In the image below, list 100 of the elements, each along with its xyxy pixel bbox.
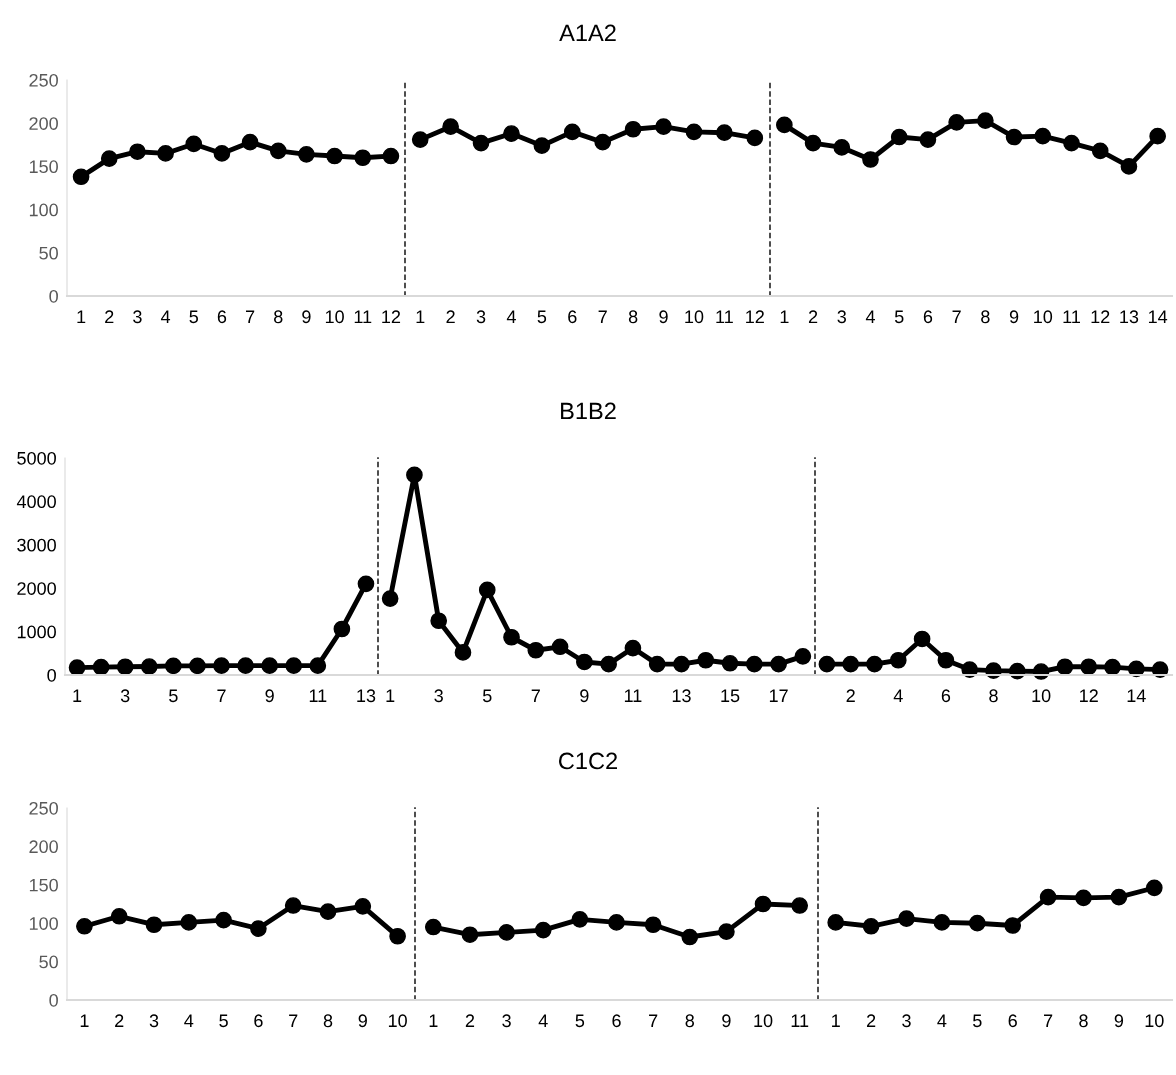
y-tick-label: 4000 bbox=[16, 495, 56, 509]
y-tick-label: 0 bbox=[49, 993, 58, 1007]
x-tick-label: 1 bbox=[80, 1014, 89, 1027]
point bbox=[794, 648, 812, 665]
point bbox=[72, 168, 90, 186]
point bbox=[213, 145, 231, 162]
x-tick-label: 7 bbox=[245, 310, 255, 323]
point bbox=[381, 590, 399, 607]
x-tick-label: 7 bbox=[952, 310, 961, 323]
point bbox=[157, 145, 174, 162]
point bbox=[389, 927, 406, 945]
x-tick-label: 6 bbox=[568, 310, 577, 324]
point bbox=[862, 151, 879, 168]
x-tick-label: 1 bbox=[416, 310, 425, 323]
point bbox=[129, 143, 146, 161]
point bbox=[100, 150, 118, 167]
point bbox=[406, 466, 423, 484]
point bbox=[1034, 127, 1052, 145]
x-tick-label: 1 bbox=[832, 1014, 840, 1027]
point bbox=[919, 131, 937, 148]
x-tick-label: 12 bbox=[382, 310, 401, 323]
x-tick-label: 8 bbox=[1079, 1014, 1088, 1028]
point bbox=[165, 657, 182, 675]
x-tick-label: 3 bbox=[902, 1014, 911, 1028]
y-tick-label: 50 bbox=[39, 246, 58, 260]
point bbox=[145, 916, 163, 934]
x-tick-label: 8 bbox=[989, 689, 998, 703]
x-tick-label: 9 bbox=[265, 689, 274, 703]
point bbox=[284, 897, 302, 914]
x-tick-label: 6 bbox=[1008, 1014, 1017, 1028]
x-tick-label: 2 bbox=[465, 1014, 475, 1027]
x-tick-label: 7 bbox=[289, 1014, 298, 1027]
x-tick-label: 10 bbox=[685, 310, 704, 324]
x-tick-label: 10 bbox=[388, 1014, 407, 1028]
point bbox=[527, 641, 545, 659]
x-tick-label: 9 bbox=[580, 689, 589, 703]
point bbox=[354, 149, 372, 167]
x-tick-label: 3 bbox=[120, 689, 130, 703]
point bbox=[746, 129, 764, 147]
point bbox=[571, 911, 589, 928]
point bbox=[842, 655, 860, 673]
x-tick-label: 7 bbox=[598, 310, 607, 323]
x-tick-label: 7 bbox=[217, 689, 226, 702]
x-tick-label: 8 bbox=[981, 310, 990, 324]
x-tick-label: 4 bbox=[937, 1014, 947, 1027]
x-tick-label: 4 bbox=[160, 310, 171, 323]
point bbox=[745, 655, 763, 673]
point bbox=[68, 659, 86, 676]
x-tick-label: 6 bbox=[217, 310, 227, 324]
point bbox=[648, 655, 666, 673]
y-tick-label: 3000 bbox=[17, 538, 56, 552]
x-tick-label: 11 bbox=[354, 310, 372, 323]
point bbox=[576, 653, 593, 671]
point bbox=[673, 655, 690, 673]
point bbox=[424, 918, 442, 936]
point bbox=[503, 628, 520, 646]
y-tick-label: 0 bbox=[47, 668, 56, 682]
x-tick-label: 8 bbox=[685, 1014, 695, 1028]
x-tick-label: 1 bbox=[429, 1014, 438, 1027]
point bbox=[503, 125, 520, 142]
x-tick-label: 10 bbox=[1032, 689, 1051, 703]
point bbox=[110, 907, 128, 925]
point bbox=[937, 651, 955, 669]
point bbox=[600, 655, 617, 673]
point bbox=[185, 135, 203, 153]
x-tick-label: 4 bbox=[506, 310, 516, 323]
point bbox=[237, 657, 254, 675]
x-tick-label: 9 bbox=[1114, 1014, 1124, 1028]
y-tick-label: 1000 bbox=[17, 625, 56, 639]
point bbox=[430, 612, 448, 630]
point bbox=[827, 914, 845, 931]
point bbox=[1120, 158, 1138, 175]
point bbox=[1005, 128, 1023, 146]
x-tick-label: 13 bbox=[672, 689, 691, 703]
y-tick-label: 50 bbox=[39, 955, 58, 969]
point bbox=[770, 655, 787, 673]
x-tick-label: 11 bbox=[624, 689, 642, 702]
x-tick-label: 1 bbox=[386, 689, 395, 702]
point bbox=[898, 910, 915, 927]
point bbox=[563, 123, 581, 141]
x-tick-label: 9 bbox=[659, 310, 668, 324]
point bbox=[608, 914, 625, 931]
x-tick-label: 3 bbox=[434, 689, 443, 703]
x-tick-label: 5 bbox=[189, 310, 199, 324]
x-tick-label: 7 bbox=[649, 1014, 658, 1027]
point bbox=[472, 134, 490, 152]
x-tick-label: 1 bbox=[77, 310, 86, 323]
point bbox=[754, 895, 772, 913]
point bbox=[213, 657, 230, 675]
x-tick-label: 3 bbox=[149, 1014, 159, 1028]
x-tick-label: 11 bbox=[716, 310, 733, 323]
x-tick-label: 11 bbox=[309, 689, 327, 702]
point bbox=[624, 120, 642, 138]
x-tick-label: 10 bbox=[1145, 1014, 1164, 1028]
x-tick-label: 11 bbox=[1063, 310, 1080, 323]
x-tick-label: 2 bbox=[808, 310, 818, 323]
point bbox=[1080, 658, 1098, 676]
x-tick-label: 7 bbox=[1044, 1014, 1053, 1027]
point bbox=[697, 651, 715, 669]
x-tick-label: 5 bbox=[169, 689, 178, 703]
